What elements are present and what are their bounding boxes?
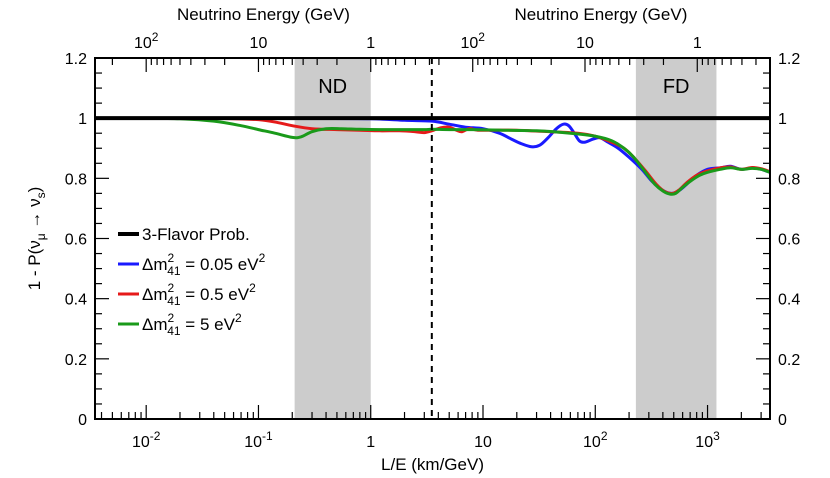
y-tick-label: 1 [78,111,87,128]
y-tick-label: 0 [78,412,87,429]
top-tick-label: 1 [693,35,702,52]
bands-layer [294,58,717,419]
y-tick-label-right: 0.4 [778,292,800,309]
legend-label: Δm2 41 = 5 eV2 [142,311,242,338]
top-tick-label: 102 [134,30,159,52]
tick-marks [95,57,770,420]
top-tick-label: 1 [366,35,375,52]
x-tick-label: 10 [474,434,492,451]
y-tick-label-right: 1 [778,111,787,128]
legend: 3-Flavor Prob. Δm2 41 = 0.05 eV2 Δm2 41 = 0.… [118,225,266,338]
top-tick-label: 102 [460,30,485,52]
x-tick-label: 103 [695,429,720,451]
x-tick-label: 1 [366,434,375,451]
x-tick-label: 102 [583,429,608,451]
band-label-fd: FD [663,76,690,98]
x-axis-title: L/E (km/GeV) [381,455,484,474]
series-line [94,116,771,196]
legend-label: Δm2 41 = 0.05 eV2 [142,251,266,278]
y-tick-label: 0.4 [65,292,87,309]
y-axis-title: 1 - P(νμ → νs) [25,187,48,291]
band-fd [635,58,717,419]
y-tick-label-right: 0 [778,412,787,429]
x-tick-label: 10-2 [132,429,161,451]
x-tick-label: 10-1 [244,429,273,451]
y-tick-label-right: 0.2 [778,352,800,369]
legend-label: 3-Flavor Prob. [142,225,250,244]
plot-frame [94,57,771,420]
top-axis-title: Neutrino Energy (GeV) [514,5,687,24]
top-axis-title: Neutrino Energy (GeV) [177,5,350,24]
legend-label: Δm2 41 = 0.5 eV2 [142,281,256,308]
y-tick-label: 1.2 [65,51,87,68]
y-tick-label-right: 1.2 [778,51,800,68]
y-tick-label-right: 0.8 [778,171,800,188]
band-nd [294,58,371,419]
top-tick-label: 10 [250,35,268,52]
y-tick-label: 0.8 [65,171,87,188]
y-tick-label: 0.2 [65,352,87,369]
top-tick-label: 10 [576,35,594,52]
y-tick-label-right: 0.6 [778,232,800,249]
labels-layer: ND FD 0 0 0.2 0.2 0.4 0.4 0.6 0.6 0.8 0.8 1 1 1.2 1.2 10… [65,5,801,451]
band-label-nd: ND [318,76,347,98]
y-tick-label: 0.6 [65,232,87,249]
